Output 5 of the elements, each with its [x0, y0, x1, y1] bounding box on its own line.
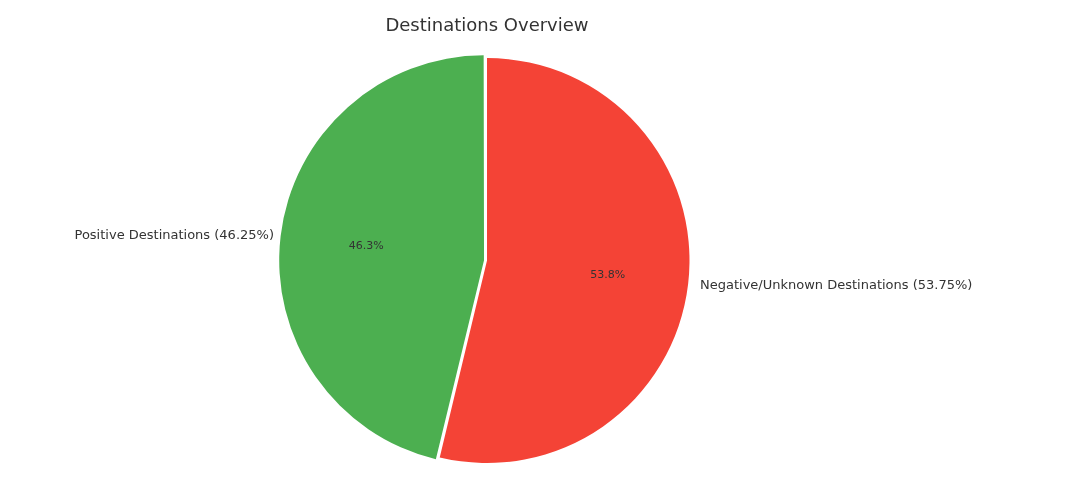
chart-title: Destinations Overview — [385, 13, 589, 35]
data-label: 46.3% — [348, 239, 384, 253]
slice-label: Positive Destinations (46.25%) — [74, 226, 274, 242]
slice-label: Negative/Unknown Destinations (53.75%) — [700, 277, 973, 293]
data-label: 53.8% — [590, 267, 626, 281]
